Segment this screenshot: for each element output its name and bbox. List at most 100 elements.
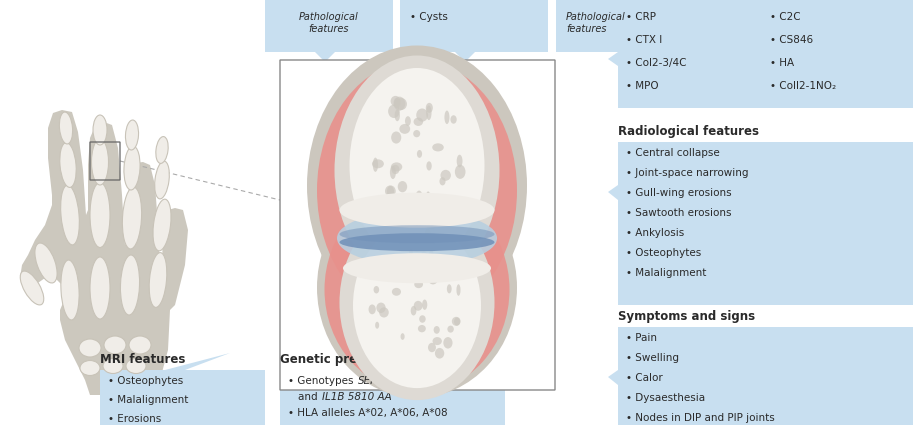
- Ellipse shape: [61, 185, 79, 245]
- Text: • HLA alleles A*02, A*06, A*08: • HLA alleles A*02, A*06, A*08: [288, 408, 448, 418]
- Text: • CRP: • CRP: [625, 12, 655, 22]
- Ellipse shape: [454, 165, 465, 179]
- Polygon shape: [455, 52, 474, 62]
- FancyBboxPatch shape: [618, 327, 912, 425]
- Ellipse shape: [432, 337, 441, 345]
- Ellipse shape: [124, 146, 140, 190]
- Ellipse shape: [149, 252, 166, 307]
- Polygon shape: [369, 353, 416, 370]
- Ellipse shape: [373, 286, 379, 293]
- Text: • Calor: • Calor: [625, 373, 662, 383]
- Text: Pathological
features: Pathological features: [299, 12, 358, 34]
- FancyBboxPatch shape: [279, 370, 505, 425]
- Ellipse shape: [90, 257, 110, 319]
- Text: • CTX I: • CTX I: [625, 35, 662, 45]
- Ellipse shape: [414, 118, 423, 126]
- Ellipse shape: [414, 280, 423, 288]
- Ellipse shape: [60, 142, 76, 187]
- FancyBboxPatch shape: [279, 60, 554, 390]
- Ellipse shape: [432, 201, 438, 214]
- Ellipse shape: [339, 233, 494, 251]
- FancyBboxPatch shape: [265, 0, 392, 52]
- Ellipse shape: [379, 307, 389, 317]
- Ellipse shape: [440, 170, 450, 181]
- Text: • Ankylosis: • Ankylosis: [625, 228, 684, 238]
- Ellipse shape: [391, 162, 402, 171]
- Ellipse shape: [416, 150, 422, 158]
- Text: • Coll2-1NO₂: • Coll2-1NO₂: [769, 81, 835, 91]
- Ellipse shape: [403, 203, 410, 210]
- Ellipse shape: [353, 223, 481, 388]
- Ellipse shape: [390, 166, 395, 179]
- Ellipse shape: [397, 181, 407, 192]
- Ellipse shape: [444, 110, 449, 124]
- Ellipse shape: [391, 96, 400, 106]
- Ellipse shape: [425, 103, 432, 113]
- Ellipse shape: [410, 306, 416, 315]
- Ellipse shape: [434, 198, 445, 206]
- Ellipse shape: [391, 131, 401, 144]
- Ellipse shape: [409, 206, 414, 217]
- Ellipse shape: [425, 229, 430, 237]
- Ellipse shape: [426, 261, 436, 273]
- Ellipse shape: [339, 225, 494, 243]
- Polygon shape: [165, 353, 230, 370]
- Ellipse shape: [399, 124, 410, 134]
- Ellipse shape: [375, 322, 379, 329]
- Ellipse shape: [415, 108, 427, 122]
- Ellipse shape: [339, 205, 494, 400]
- Text: • CS846: • CS846: [769, 35, 812, 45]
- Ellipse shape: [79, 339, 101, 357]
- Polygon shape: [607, 370, 618, 385]
- Text: MRI features: MRI features: [100, 353, 185, 366]
- Ellipse shape: [428, 250, 433, 261]
- Ellipse shape: [384, 185, 395, 197]
- Ellipse shape: [447, 326, 453, 333]
- Ellipse shape: [427, 343, 436, 352]
- Ellipse shape: [454, 317, 460, 326]
- Polygon shape: [607, 185, 618, 200]
- Ellipse shape: [120, 255, 140, 315]
- Text: • Central collapse: • Central collapse: [625, 148, 719, 158]
- FancyBboxPatch shape: [555, 0, 715, 52]
- Ellipse shape: [425, 191, 430, 206]
- FancyBboxPatch shape: [100, 370, 265, 425]
- Ellipse shape: [414, 301, 422, 311]
- Ellipse shape: [451, 317, 460, 326]
- Ellipse shape: [60, 112, 73, 144]
- Ellipse shape: [339, 193, 494, 228]
- Text: • MPO: • MPO: [625, 81, 658, 91]
- Ellipse shape: [422, 300, 426, 310]
- Ellipse shape: [401, 254, 408, 260]
- Polygon shape: [20, 110, 187, 395]
- Ellipse shape: [456, 284, 460, 296]
- Text: IL1B 5810 AA: IL1B 5810 AA: [322, 392, 391, 402]
- Text: • Malalignment: • Malalignment: [108, 395, 188, 405]
- Text: • Gull-wing erosions: • Gull-wing erosions: [625, 188, 731, 198]
- Text: • Cysts: • Cysts: [410, 12, 448, 22]
- Ellipse shape: [91, 139, 108, 185]
- Ellipse shape: [417, 269, 422, 280]
- FancyBboxPatch shape: [400, 0, 548, 52]
- Text: • C2C: • C2C: [769, 12, 800, 22]
- Ellipse shape: [153, 199, 171, 251]
- Ellipse shape: [450, 115, 456, 124]
- Ellipse shape: [122, 187, 142, 249]
- Text: • Col2-3/4C: • Col2-3/4C: [625, 58, 686, 68]
- Ellipse shape: [372, 158, 378, 172]
- Ellipse shape: [376, 303, 385, 313]
- Ellipse shape: [336, 211, 496, 266]
- Ellipse shape: [420, 251, 427, 263]
- Polygon shape: [314, 52, 335, 62]
- Ellipse shape: [395, 98, 406, 110]
- Ellipse shape: [393, 98, 400, 108]
- Text: • Swelling: • Swelling: [625, 353, 678, 363]
- Ellipse shape: [80, 360, 100, 376]
- Ellipse shape: [324, 187, 509, 392]
- Ellipse shape: [61, 260, 79, 320]
- Ellipse shape: [369, 304, 375, 314]
- Ellipse shape: [126, 359, 146, 374]
- Ellipse shape: [394, 110, 400, 121]
- Ellipse shape: [103, 359, 123, 374]
- Ellipse shape: [387, 186, 393, 197]
